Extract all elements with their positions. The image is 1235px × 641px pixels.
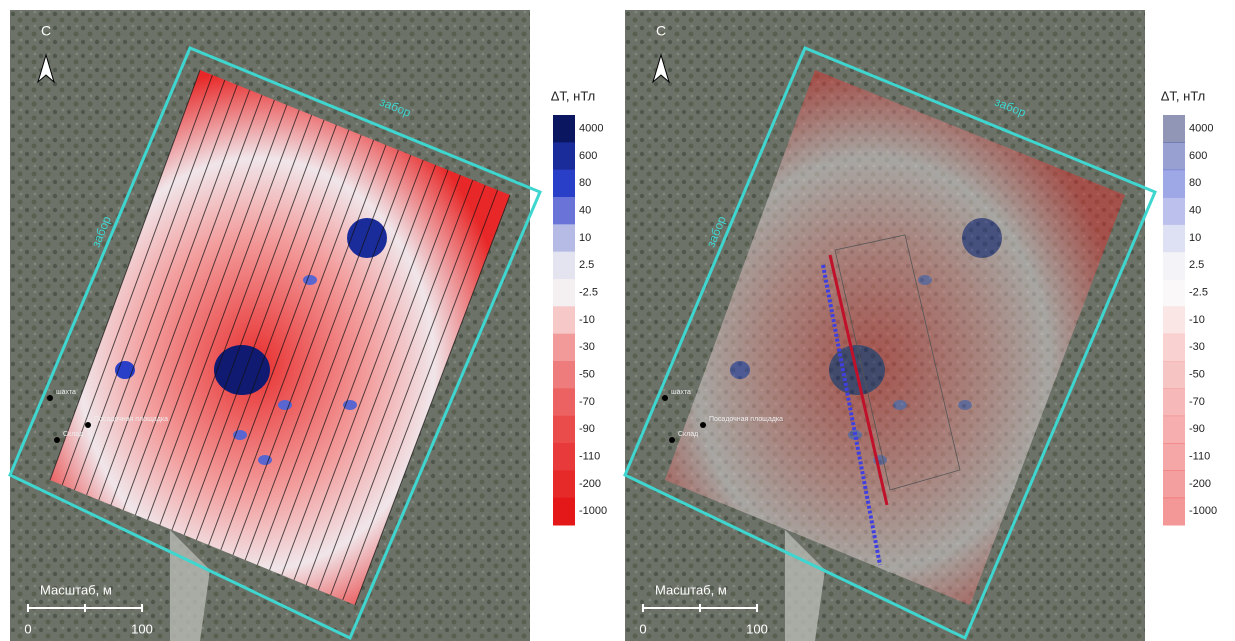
legend-swatch — [1163, 498, 1185, 526]
legend-label: -30 — [1189, 341, 1205, 353]
legend-swatch — [553, 470, 575, 498]
legend-swatch — [1163, 197, 1185, 225]
scale-title: Масштаб, м — [40, 582, 112, 597]
legend-swatch — [553, 498, 575, 526]
legend-label: -1000 — [1189, 505, 1217, 517]
anomaly-blue — [303, 275, 317, 285]
legend-swatch — [1163, 334, 1185, 362]
scale-tick-label: 0 — [24, 621, 31, 636]
legend-swatch — [553, 388, 575, 416]
legend-label: 10 — [1189, 232, 1201, 244]
legend-label: 2.5 — [579, 259, 594, 271]
anomaly-blue — [347, 218, 387, 258]
legend-label: -2.5 — [579, 287, 598, 299]
scale-tick-label: 0 — [639, 621, 646, 636]
place-label: Склад — [678, 431, 698, 438]
place-marker — [54, 437, 60, 443]
legend-label: -10 — [1189, 314, 1205, 326]
anomaly-blue — [214, 345, 270, 395]
legend-label: -200 — [1189, 478, 1211, 490]
north-label: С — [41, 23, 51, 39]
legend-label: -50 — [579, 369, 595, 381]
legend-swatch — [1163, 115, 1185, 143]
legend-swatch — [1163, 443, 1185, 471]
figure: заборзаборСшахтаПосадочная площадкаСклад… — [0, 0, 1235, 641]
legend-swatch — [553, 334, 575, 362]
legend-swatch — [1163, 279, 1185, 307]
place-label: шахта — [56, 389, 76, 396]
anomaly-blue — [893, 400, 907, 410]
legend-swatch — [1163, 306, 1185, 334]
legend-label: 4000 — [1189, 123, 1213, 135]
north-label: С — [656, 23, 666, 39]
legend-label: 4000 — [579, 123, 603, 135]
place-label: Склад — [63, 431, 83, 438]
place-marker — [662, 395, 668, 401]
anomaly-blue — [730, 361, 750, 379]
legend-swatch — [1163, 252, 1185, 280]
legend-swatch — [553, 443, 575, 471]
legend-swatch — [1163, 361, 1185, 389]
legend-label: 40 — [579, 205, 591, 217]
legend-label: -90 — [1189, 423, 1205, 435]
place-label: Посадочная площадка — [709, 416, 783, 423]
scale-title: Масштаб, м — [655, 582, 727, 597]
legend-title: ΔT, нТл — [551, 88, 596, 103]
place-label: Посадочная площадка — [94, 416, 168, 423]
scale-tick-label: 100 — [131, 621, 153, 636]
legend-swatch — [553, 252, 575, 280]
legend-swatch — [553, 224, 575, 252]
legend-swatch — [553, 142, 575, 170]
legend-swatch — [1163, 224, 1185, 252]
legend-label: 2.5 — [1189, 259, 1204, 271]
place-marker — [669, 437, 675, 443]
place-marker — [700, 422, 706, 428]
anomaly-blue — [918, 275, 932, 285]
legend-label: -50 — [1189, 369, 1205, 381]
legend-label: -1000 — [579, 505, 607, 517]
scale-tick-label: 100 — [746, 621, 768, 636]
legend-label: -30 — [579, 341, 595, 353]
legend-label: -10 — [579, 314, 595, 326]
legend-swatch — [1163, 388, 1185, 416]
legend-swatch — [553, 361, 575, 389]
legend-swatch — [553, 306, 575, 334]
legend-swatch — [1163, 470, 1185, 498]
legend: ΔT, нТл 4000 600 80 40 10 2.5 -2.5 -10 -30 -50 -70 -… — [551, 88, 607, 525]
legend-swatch — [553, 115, 575, 143]
legend-label: 600 — [1189, 150, 1207, 162]
legend-swatch — [1163, 142, 1185, 170]
legend-label: -90 — [579, 423, 595, 435]
legend-swatch — [553, 279, 575, 307]
place-label: шахта — [671, 389, 691, 396]
anomaly-blue — [958, 400, 972, 410]
anomaly-blue — [962, 218, 1002, 258]
legend-label: 80 — [579, 177, 591, 189]
legend-label: -110 — [1189, 451, 1210, 463]
legend-label: -70 — [1189, 396, 1205, 408]
legend-title: ΔT, нТл — [1161, 88, 1206, 103]
legend-swatch — [553, 416, 575, 444]
legend-swatch — [553, 197, 575, 225]
legend-swatch — [553, 170, 575, 198]
legend-swatch — [1163, 416, 1185, 444]
legend-label: -2.5 — [1189, 287, 1208, 299]
legend-label: -110 — [579, 451, 600, 463]
legend-label: -70 — [579, 396, 595, 408]
place-marker — [47, 395, 53, 401]
legend-label: 80 — [1189, 177, 1201, 189]
legend: ΔT, нТл 4000 600 80 40 10 2.5 -2.5 -10 -30 -50 -70 -… — [1161, 88, 1217, 525]
legend-label: 40 — [1189, 205, 1201, 217]
legend-label: 600 — [579, 150, 597, 162]
legend-label: 10 — [579, 232, 591, 244]
legend-swatch — [1163, 170, 1185, 198]
legend-label: -200 — [579, 478, 601, 490]
place-marker — [85, 422, 91, 428]
